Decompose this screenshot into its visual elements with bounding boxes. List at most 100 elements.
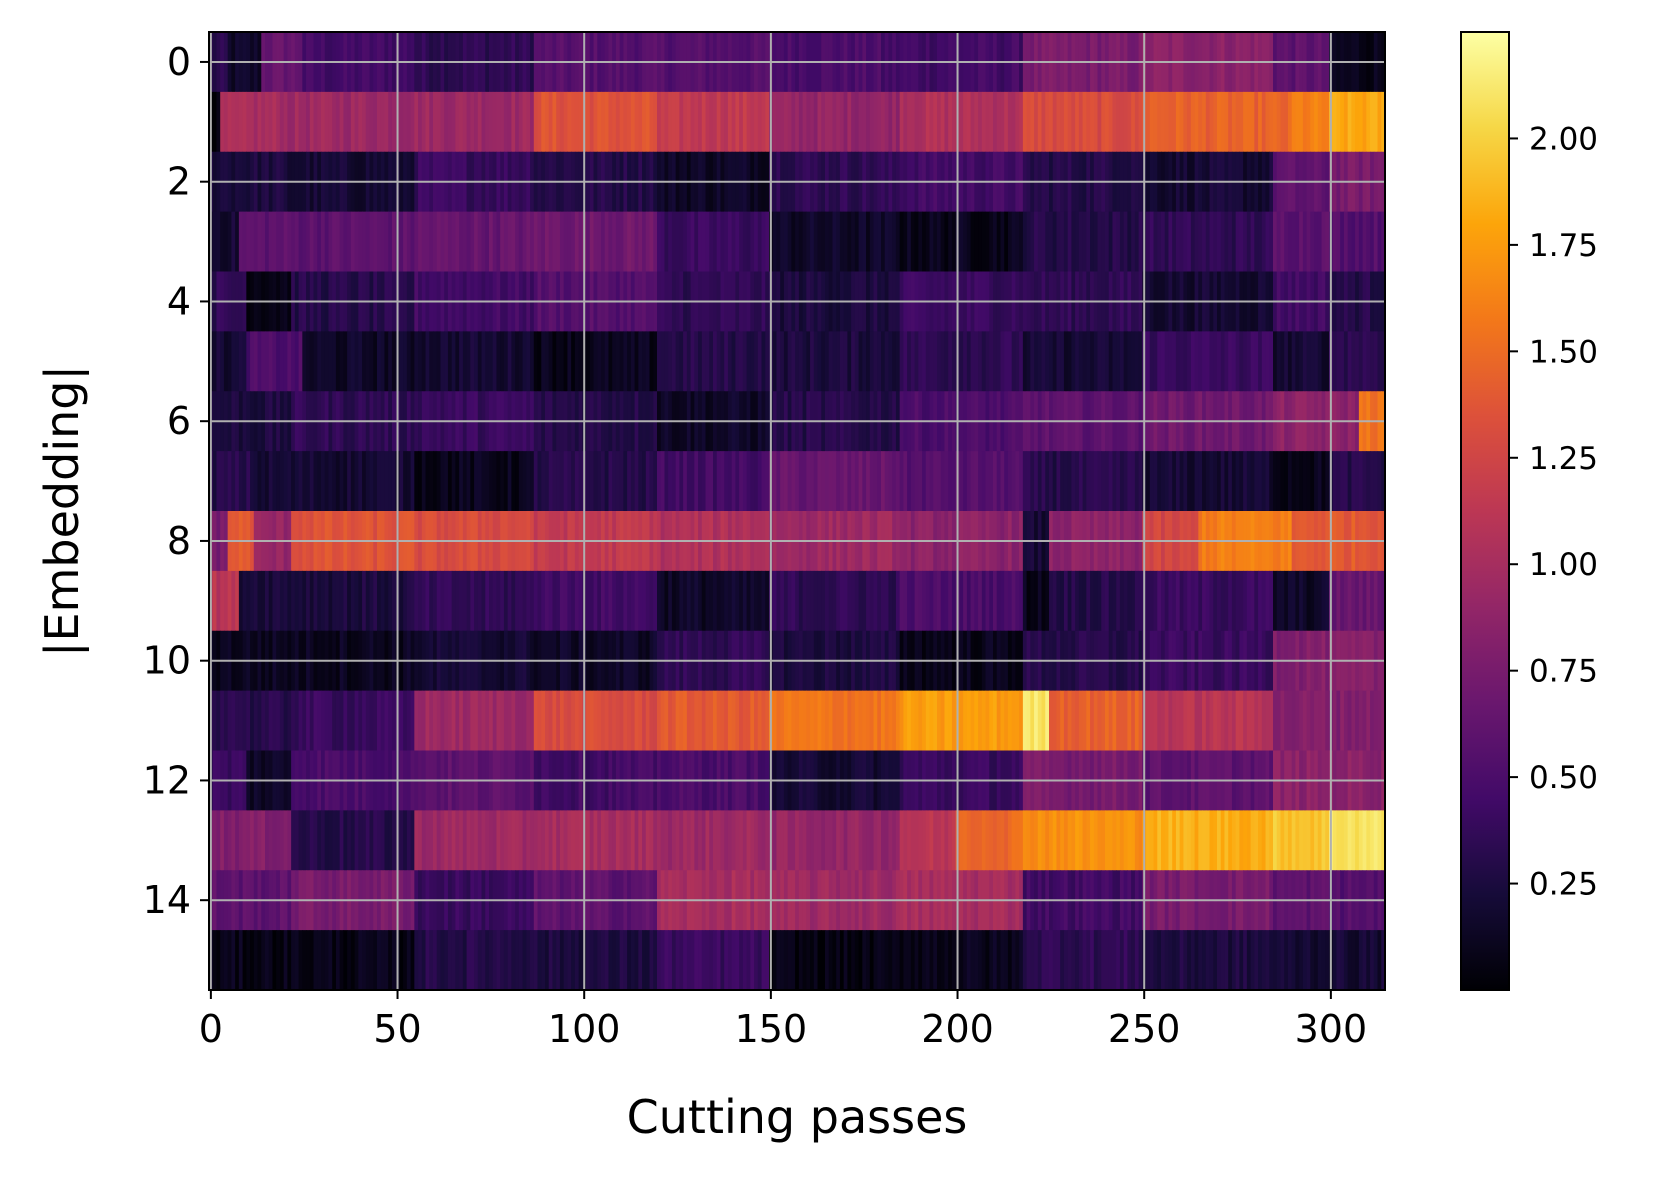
heatmap-cell — [1224, 810, 1229, 871]
heatmap-cell — [388, 91, 393, 153]
heatmap-cell — [537, 451, 542, 512]
heatmap-cell — [223, 690, 229, 752]
heatmap-cell — [354, 690, 359, 752]
heatmap-cell — [877, 91, 882, 153]
heatmap-cell — [698, 331, 703, 392]
heatmap-cell — [866, 570, 871, 632]
heatmap-cell — [1366, 91, 1371, 153]
heatmap-cell — [1284, 690, 1289, 752]
heatmap-cell — [253, 810, 259, 871]
heatmap-cell — [1224, 211, 1229, 273]
heatmap-cell — [533, 451, 539, 512]
heatmap-cell — [559, 331, 565, 392]
heatmap-cell — [739, 810, 744, 871]
heatmap-cell — [1213, 211, 1218, 273]
heatmap-cell — [679, 451, 684, 512]
heatmap-cell — [1302, 91, 1308, 153]
heatmap-cell — [1175, 570, 1181, 632]
heatmap-cell — [963, 690, 968, 752]
heatmap-cell — [802, 930, 807, 990]
heatmap-cell — [347, 331, 352, 392]
heatmap-cell — [358, 331, 363, 392]
heatmap-cell — [597, 930, 602, 990]
heatmap-cell — [601, 211, 606, 273]
heatmap-cell — [418, 930, 423, 990]
heatmap-cell — [302, 690, 307, 752]
heatmap-cell — [231, 91, 236, 153]
heatmap-cell — [559, 570, 565, 632]
heatmap-cell — [1034, 211, 1039, 273]
heatmap-cell — [720, 570, 725, 632]
heatmap-cell — [948, 451, 953, 512]
heatmap-cell — [1291, 451, 1296, 512]
heatmap-cell — [839, 451, 845, 512]
heatmap-cell — [380, 331, 386, 392]
heatmap-cell — [604, 810, 610, 871]
heatmap-cell — [888, 331, 893, 392]
heatmap-cell — [1119, 930, 1125, 990]
heatmap-cell — [1127, 570, 1132, 632]
heatmap-cell — [1343, 331, 1349, 392]
heatmap-cell — [548, 930, 554, 990]
heatmap-cell — [1179, 690, 1184, 752]
heatmap-cell — [1078, 211, 1084, 273]
heatmap-cell — [1321, 570, 1326, 632]
heatmap-cell — [313, 331, 318, 392]
heatmap-cell — [574, 451, 580, 512]
heatmap-cell — [1022, 810, 1028, 871]
heatmap-cell — [1347, 211, 1352, 273]
heatmap-cell — [1183, 690, 1188, 752]
heatmap-cell — [1224, 690, 1229, 752]
heatmap-cell — [589, 810, 595, 871]
heatmap-cell — [250, 690, 255, 752]
heatmap-cell — [1358, 451, 1364, 512]
heatmap-cell — [1332, 570, 1338, 632]
heatmap-cell — [1190, 930, 1196, 990]
heatmap-cell — [462, 930, 468, 990]
heatmap-cell — [339, 91, 344, 153]
heatmap-cell — [503, 451, 509, 512]
heatmap-cell — [1071, 211, 1076, 273]
heatmap-cell — [1370, 451, 1375, 512]
heatmap-cell — [1000, 810, 1005, 871]
heatmap-cell — [686, 211, 692, 273]
heatmap-cell — [384, 331, 389, 392]
heatmap-cell — [321, 810, 326, 871]
heatmap-cell — [421, 91, 427, 153]
heatmap-cell — [821, 91, 826, 153]
heatmap-cell — [1108, 91, 1114, 153]
heatmap-cell — [858, 930, 863, 990]
heatmap-cell — [757, 810, 763, 871]
heatmap-cell — [713, 331, 718, 392]
heatmap-cell — [1007, 91, 1013, 153]
heatmap-cell — [586, 930, 591, 990]
heatmap-cell — [276, 91, 281, 153]
heatmap-cell — [1056, 570, 1061, 632]
heatmap-cell — [526, 810, 531, 871]
heatmap-cell — [746, 690, 751, 752]
heatmap-cell — [761, 211, 766, 273]
heatmap-cell — [1004, 810, 1009, 871]
heatmap-cell — [477, 810, 483, 871]
heatmap-cell — [765, 331, 770, 392]
heatmap-cell — [294, 690, 300, 752]
heatmap-cell — [339, 331, 344, 392]
heatmap-cell — [533, 570, 539, 632]
heatmap-cell — [1060, 211, 1065, 273]
heatmap-cell — [940, 211, 946, 273]
heatmap-cell — [563, 331, 568, 392]
heatmap-cell — [750, 930, 755, 990]
heatmap-cell — [1123, 211, 1128, 273]
heatmap-cell — [1086, 690, 1091, 752]
heatmap-cell — [761, 930, 766, 990]
heatmap-cell — [459, 690, 464, 752]
heatmap-cell — [1060, 810, 1065, 871]
heatmap-cell — [272, 930, 277, 990]
heatmap-cell — [470, 91, 475, 153]
heatmap-cell — [328, 930, 333, 990]
heatmap-cell — [597, 91, 602, 153]
heatmap-cell — [843, 810, 848, 871]
heatmap-cell — [377, 930, 382, 990]
heatmap-cell — [866, 91, 871, 153]
heatmap-cell — [470, 570, 475, 632]
